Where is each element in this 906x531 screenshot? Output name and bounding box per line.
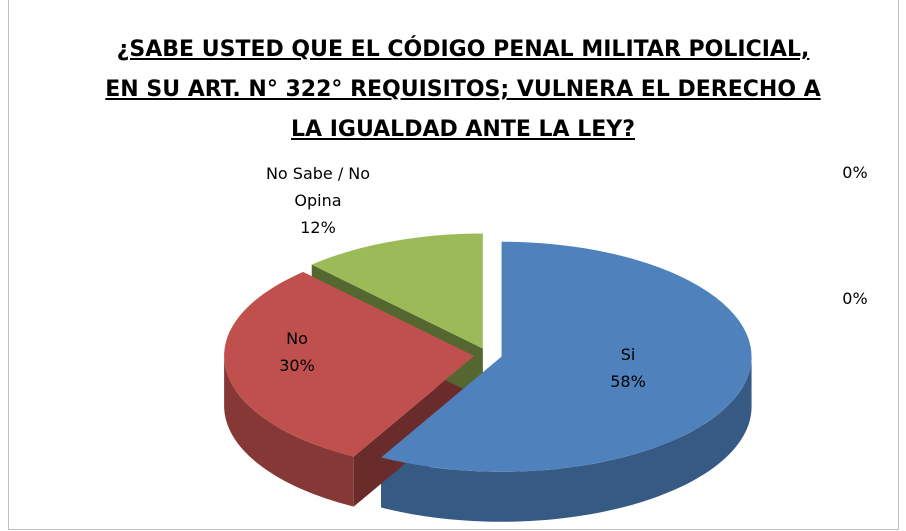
slice-wall: [381, 356, 752, 522]
data-label-box: No Sabe / No Opina 12%: [253, 160, 383, 241]
data-label-box: 0%: [825, 159, 885, 186]
pie-slice: [224, 272, 475, 457]
slice-wall: [224, 355, 354, 507]
data-label: No Sabe / No Opina 12%: [253, 160, 383, 241]
category-label: No Sabe / No Opina: [265, 163, 371, 210]
pie-slice: [311, 233, 483, 349]
data-label: 0%: [825, 285, 885, 312]
data-label-box: Si 58%: [578, 341, 678, 395]
value-label: 0%: [842, 288, 868, 308]
pie-slice: [381, 241, 752, 472]
data-label: 0%: [825, 159, 885, 186]
value-label: 30%: [279, 356, 315, 375]
value-label: 0%: [842, 162, 868, 182]
data-label-box: 0%: [825, 285, 885, 312]
value-label: 12%: [300, 217, 336, 237]
chart-frame: [8, 0, 899, 530]
pie-tops: [224, 233, 752, 472]
chart-title: ¿SABE USTED QUE EL CÓDIGO PENAL MILITAR …: [105, 37, 821, 142]
data-label: No 30%: [247, 325, 347, 379]
value-label: 58%: [610, 372, 646, 391]
data-label-box: No 30%: [247, 325, 347, 379]
category-label: Si: [620, 345, 636, 364]
category-label: No: [286, 329, 308, 348]
data-label: Si 58%: [578, 341, 678, 395]
